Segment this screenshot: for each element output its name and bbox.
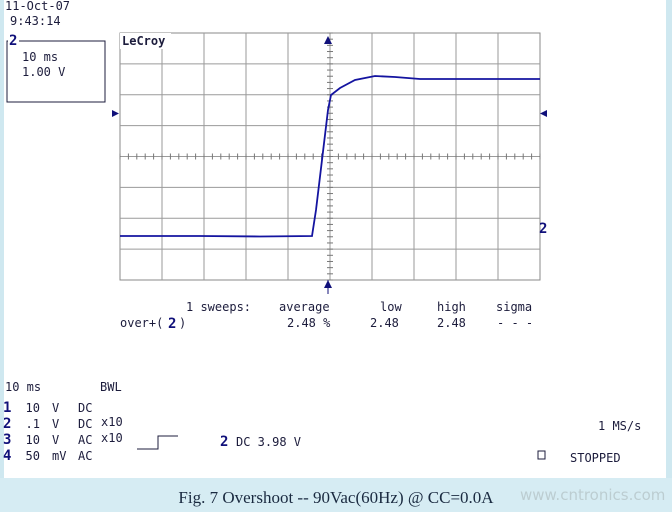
- col-sigma: sigma: [496, 300, 532, 314]
- channel-unit: V: [52, 401, 59, 415]
- val-average: 2.48 %: [287, 316, 331, 330]
- param-channel: 2: [168, 316, 176, 332]
- status-box: [537, 450, 546, 460]
- channel-coupling: DC: [78, 417, 92, 431]
- channel-tag-bg: [8, 33, 19, 47]
- top-trigger-marker: [324, 36, 332, 44]
- channel-num: 4: [3, 448, 11, 464]
- channel-num: 3: [3, 432, 11, 448]
- param: over+(: [120, 316, 163, 330]
- channel-unit: V: [52, 433, 59, 447]
- channel-probe: x10: [101, 415, 123, 429]
- bwl: BWL: [100, 380, 122, 394]
- box-volts: 1.00 V: [22, 65, 65, 79]
- trigger-level: DC 3.98 V: [236, 435, 301, 449]
- caption-band: [0, 478, 672, 512]
- col-low: low: [380, 300, 402, 314]
- brand-bg: [120, 33, 171, 49]
- val-low: 2.48: [370, 316, 399, 330]
- channel-scale: 10: [26, 401, 40, 415]
- footer-timebase: 10 ms: [5, 380, 41, 394]
- trigger-channel: 2: [220, 434, 228, 450]
- left-level-marker: [112, 110, 119, 117]
- watermark: www.cntronics.com: [520, 486, 665, 504]
- time: 9:43:14: [10, 14, 61, 28]
- graticule: [119, 32, 541, 281]
- caption: Fig. 7 Overshoot -- 90Vac(60Hz) @ CC=0.0…: [178, 488, 494, 507]
- col-average: average: [279, 300, 330, 314]
- channel-scale: .1: [26, 417, 40, 431]
- val-high: 2.48: [437, 316, 466, 330]
- status: STOPPED: [570, 451, 621, 465]
- brand: LeCroy: [122, 34, 165, 48]
- right-level-marker: [540, 110, 547, 117]
- left-strip: [0, 0, 4, 478]
- trigger-marker: [324, 280, 332, 288]
- sweeps: 1 sweeps:: [186, 300, 251, 314]
- channel-list: 1 10 V DC 2 .1 V DC x10 3 10 V AC x10 4 50 mV AC: [3, 400, 123, 464]
- channel-scale: 50: [26, 449, 40, 463]
- val-sigma: - - -: [497, 316, 533, 330]
- channel-unit: V: [52, 417, 59, 431]
- channel-unit: mV: [52, 449, 66, 463]
- channel-scale: 10: [26, 433, 40, 447]
- channel-box: [6, 40, 106, 103]
- channel-num: 1: [3, 400, 11, 416]
- channel-coupling: AC: [78, 433, 92, 447]
- col-high: high: [437, 300, 466, 314]
- param-close: ): [179, 316, 186, 330]
- box-timebase: 10 ms: [22, 50, 58, 64]
- sample-rate: 1 MS/s: [598, 419, 641, 433]
- channel-coupling: DC: [78, 401, 92, 415]
- channel-coupling: AC: [78, 449, 92, 463]
- channel-num: 2: [3, 416, 11, 432]
- waveform: [120, 75, 540, 238]
- trace-marker: 2: [539, 221, 547, 237]
- channel-probe: x10: [101, 431, 123, 445]
- right-strip: [666, 0, 672, 478]
- date: 11-Oct-07: [5, 0, 70, 13]
- trigger-edge-icon: [137, 435, 178, 450]
- channel-tag: 2: [9, 33, 17, 49]
